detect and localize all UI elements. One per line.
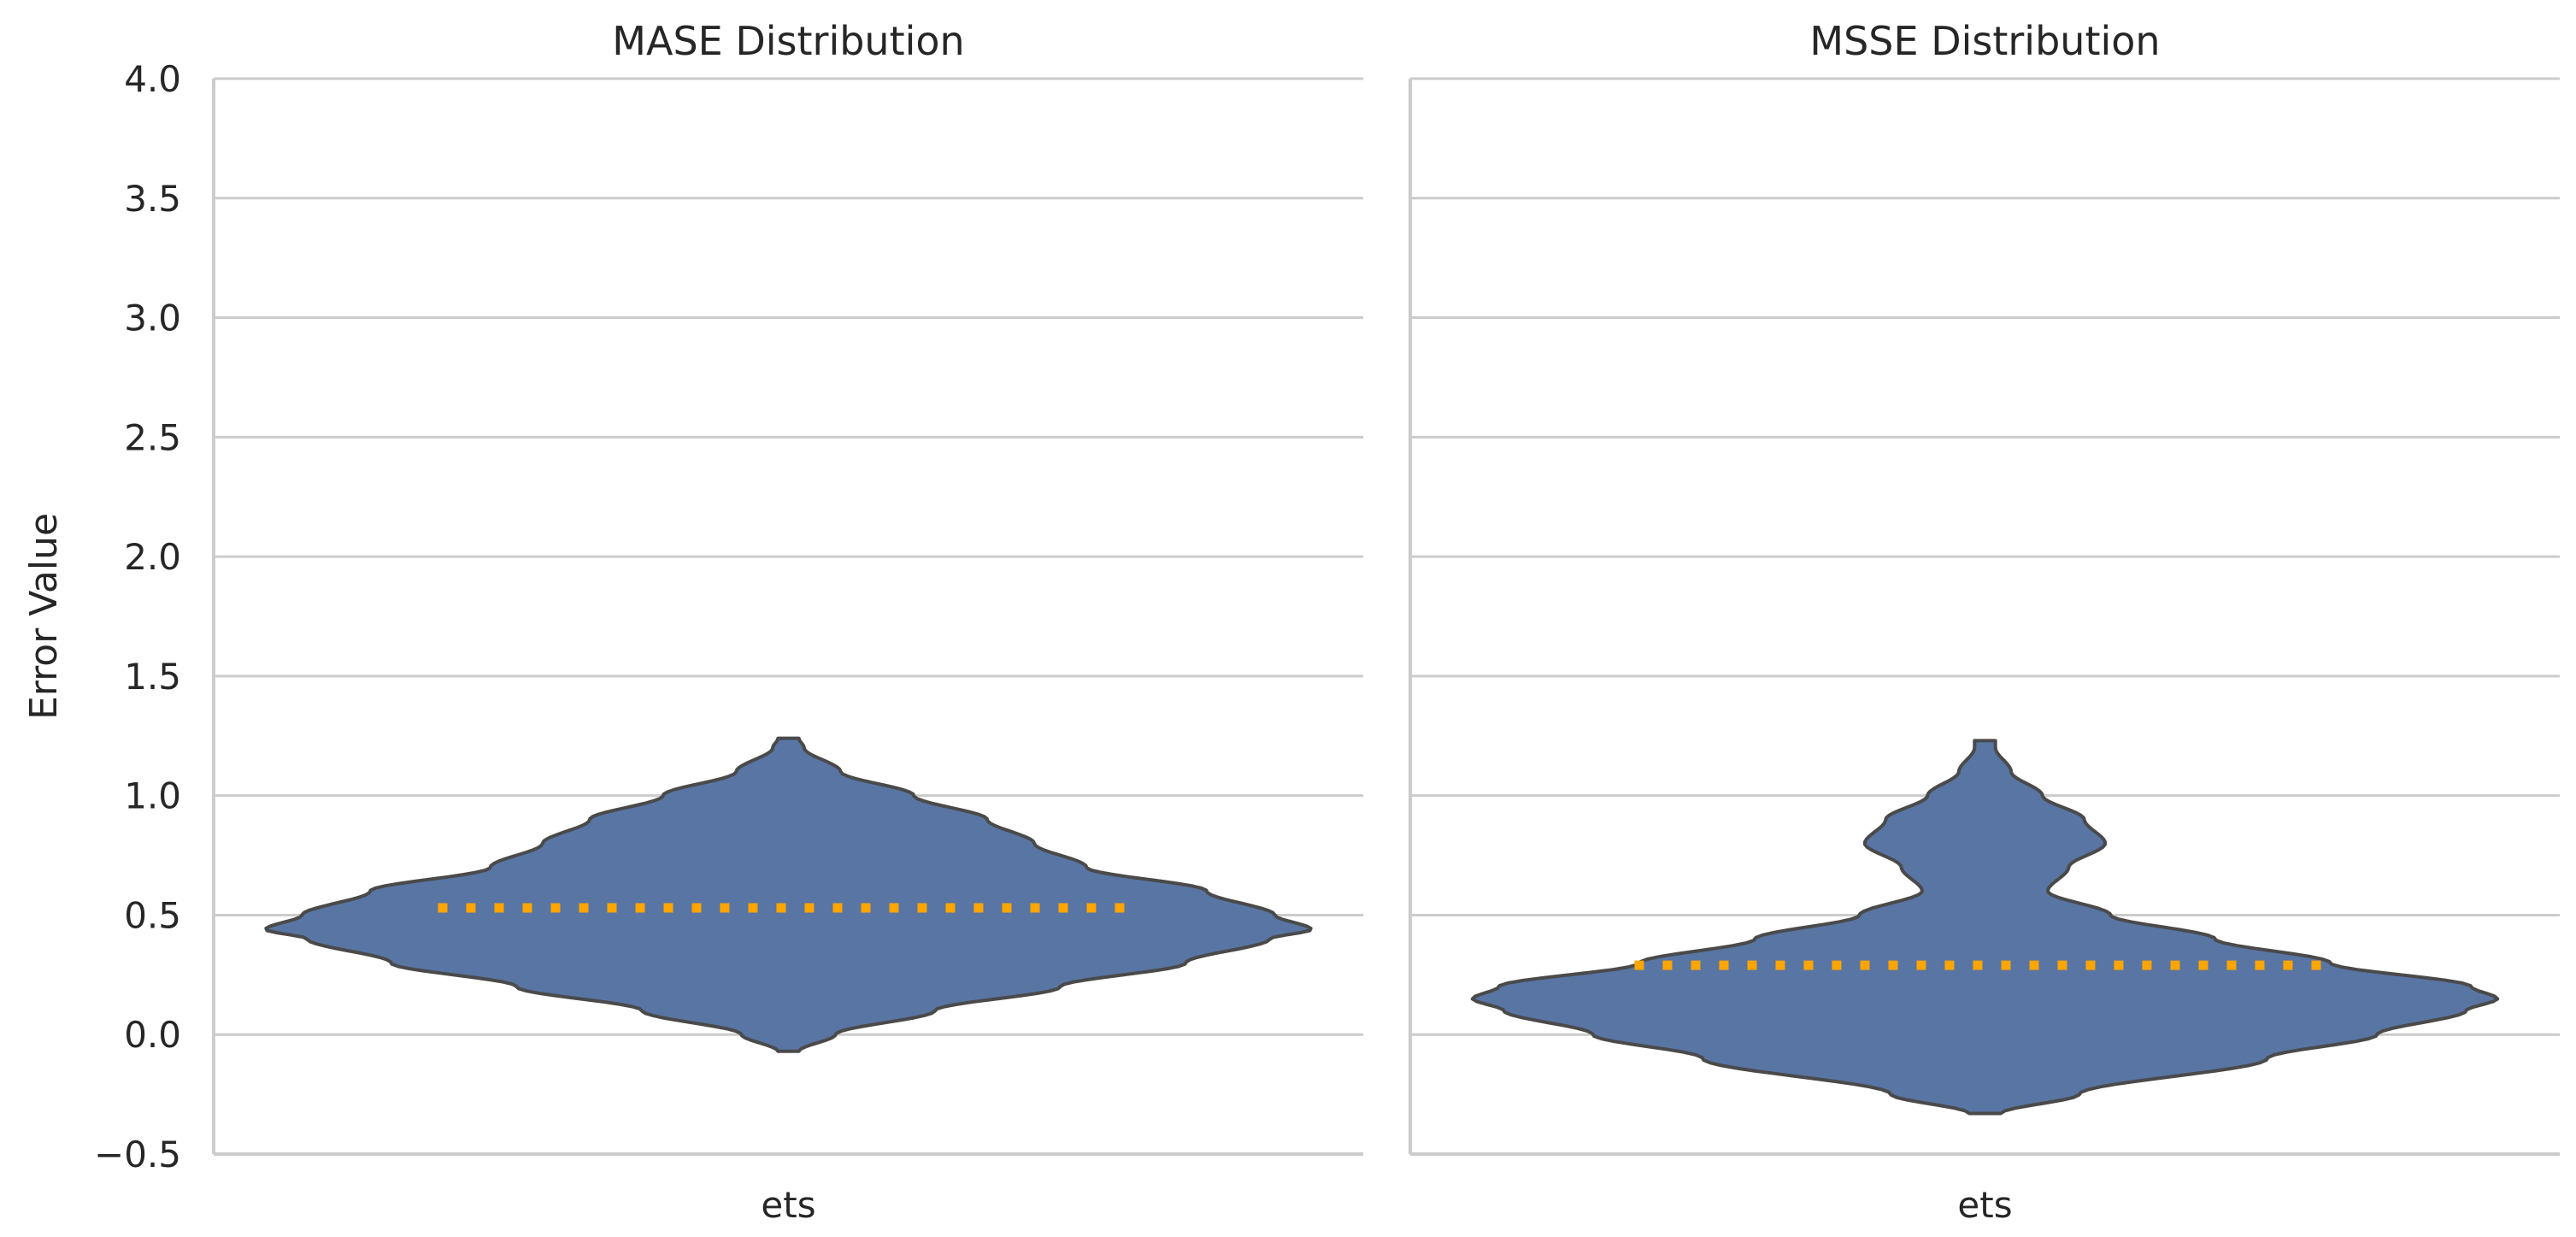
y-tick-label-2: 0.5 <box>124 894 181 936</box>
msse-x-tick-label: ets <box>1957 1184 2012 1226</box>
y-tick-label-7: 3.0 <box>124 297 181 339</box>
mase-violin <box>264 736 1313 1053</box>
mase-y-tick-labels: −0.5 0.0 0.5 1.0 1.5 2.0 2.5 3.0 3.5 4.0 <box>94 58 181 1175</box>
msse-axes-spines <box>1409 79 2560 1156</box>
mase-panel: −0.5 0.0 0.5 1.0 1.5 2.0 2.5 3.0 3.5 4.0 MASE Dis… <box>94 18 1363 1226</box>
mase-axes-spines <box>212 79 1363 1156</box>
msse-gridlines <box>1410 77 2560 1036</box>
y-tick-label-3: 1.0 <box>124 775 181 817</box>
mase-panel-title: MASE Distribution <box>612 18 964 64</box>
y-tick-label-1: 0.0 <box>124 1014 181 1056</box>
violin-body <box>1470 739 2500 1116</box>
violin-body <box>264 736 1313 1053</box>
y-axis-label: Error Value <box>22 513 66 720</box>
y-tick-label-9: 4.0 <box>124 58 181 100</box>
y-tick-label-5: 2.0 <box>124 536 181 578</box>
msse-panel-title: MSSE Distribution <box>1809 18 2160 64</box>
y-tick-label-8: 3.5 <box>124 178 181 220</box>
y-tick-label-6: 2.5 <box>124 416 181 458</box>
mase-x-tick-label: ets <box>761 1184 815 1226</box>
msse-violin <box>1470 739 2500 1116</box>
y-tick-label-0: −0.5 <box>94 1134 181 1175</box>
y-tick-label-4: 1.5 <box>124 656 181 698</box>
msse-panel: MSSE Distribution ets <box>1409 18 2560 1226</box>
